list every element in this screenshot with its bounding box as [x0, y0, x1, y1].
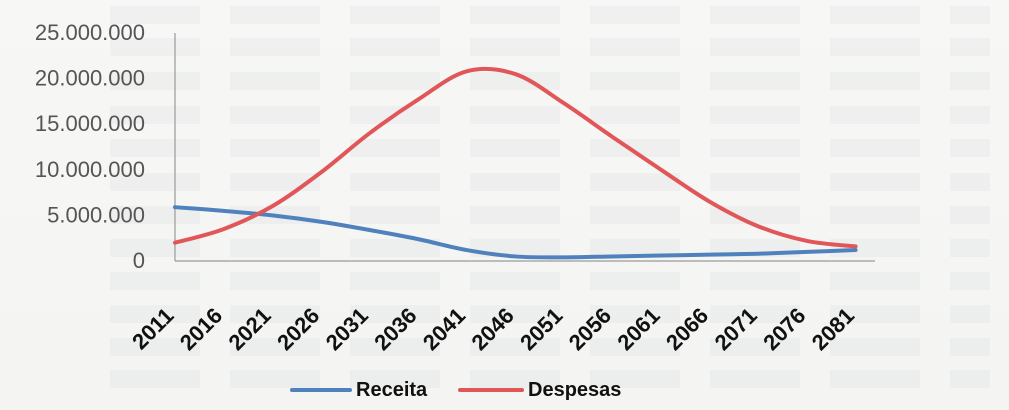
y-tick-label: 15.000.000	[35, 111, 145, 136]
legend: Receita Despesas	[290, 379, 621, 401]
series-layer	[173, 66, 858, 260]
legend-label-despesas: Despesas	[528, 379, 621, 401]
x-tick-label: 2046	[467, 303, 519, 355]
y-tick-label: 20.000.000	[35, 66, 145, 91]
x-tick-label: 2051	[515, 303, 567, 355]
x-tick-label: 2031	[321, 303, 373, 355]
y-tick-label: 0	[133, 248, 145, 273]
x-tick-label: 2066	[661, 303, 713, 355]
x-tick-label: 2076	[758, 303, 810, 355]
x-tick-label: 2081	[807, 303, 859, 355]
legend-label-receita: Receita	[356, 379, 428, 401]
x-tick-label: 2036	[369, 303, 421, 355]
axes	[174, 33, 875, 262]
x-tick-label: 2016	[175, 303, 227, 355]
x-tick-label: 2021	[223, 303, 275, 355]
x-tick-label: 2056	[564, 303, 616, 355]
x-tick-label: 2011	[127, 303, 178, 354]
y-tick-label: 25.000.000	[35, 20, 145, 45]
x-tick-label: 2026	[272, 303, 324, 355]
y-tick-label: 5.000.000	[47, 202, 145, 227]
series-line-despesas	[173, 66, 858, 249]
x-axis-ticks: 2011201620212026203120362041204620512056…	[127, 303, 859, 355]
y-tick-label: 10.000.000	[35, 157, 145, 182]
series-line-receita	[173, 205, 858, 260]
x-tick-label: 2041	[418, 303, 470, 355]
y-axis-ticks: 0 5.000.000 10.000.000 15.000.000 20.000.000…	[35, 20, 145, 273]
x-tick-label: 2071	[710, 303, 762, 355]
x-tick-label: 2061	[612, 303, 664, 355]
